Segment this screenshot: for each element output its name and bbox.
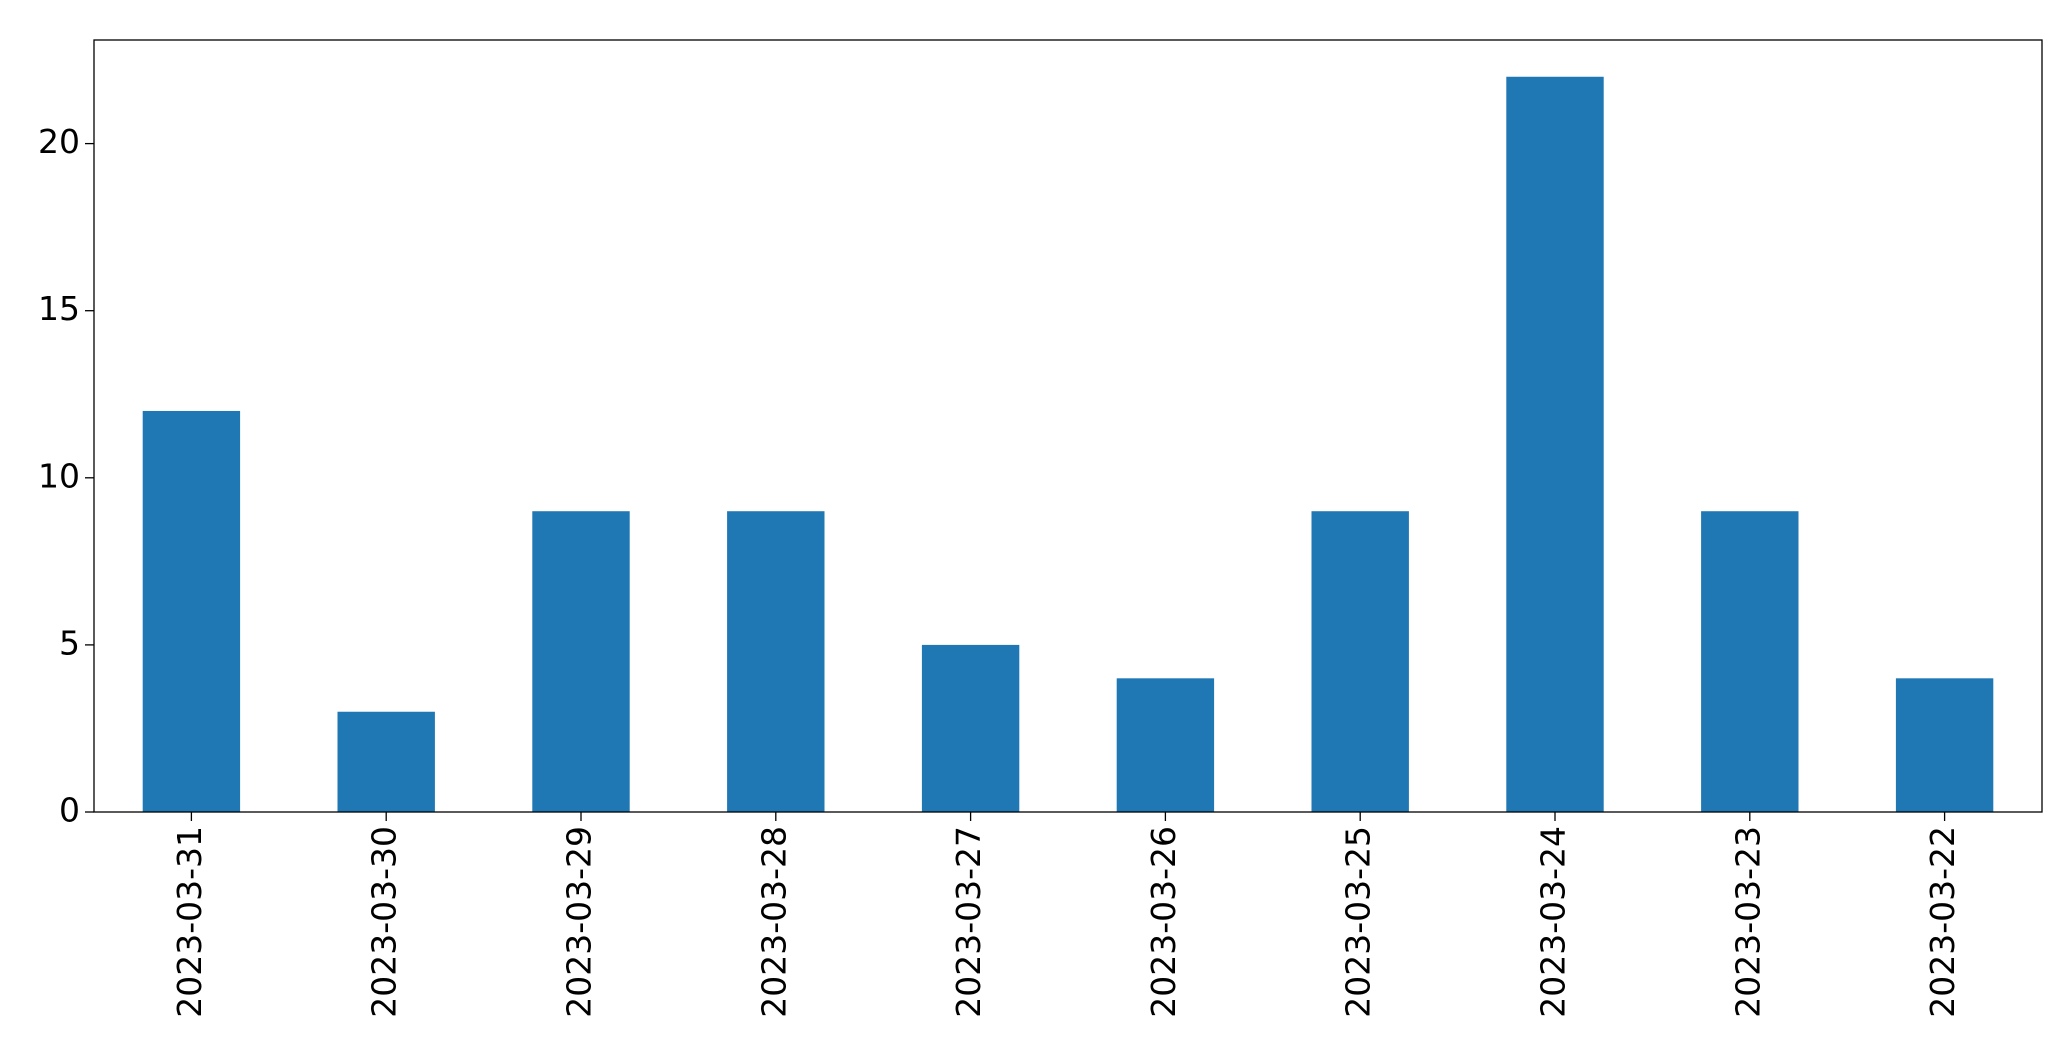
y-tick-label: 0 (59, 791, 80, 830)
bar (1116, 678, 1215, 812)
bar (142, 410, 241, 812)
bar (1895, 678, 1994, 812)
bar (532, 511, 630, 812)
bar (727, 511, 825, 812)
plot-frame (93, 39, 2043, 813)
x-tick-label: 2023-03-30 (365, 826, 404, 1018)
x-tick-label: 2023-03-31 (170, 826, 209, 1018)
y-tick-label: 5 (59, 623, 80, 662)
bar (1506, 76, 1604, 812)
bar (1311, 511, 1409, 812)
y-tick-label: 20 (38, 122, 80, 161)
y-tick-label: 10 (38, 456, 80, 495)
bar (1701, 511, 1799, 812)
x-tick-label: 2023-03-26 (1144, 826, 1183, 1018)
x-tick-label: 2023-03-23 (1728, 826, 1767, 1018)
x-tick-label: 2023-03-24 (1534, 826, 1573, 1018)
x-tick-label: 2023-03-29 (560, 826, 599, 1018)
x-tick-label: 2023-03-25 (1339, 826, 1378, 1018)
x-tick-label: 2023-03-27 (949, 826, 988, 1018)
bar (337, 711, 435, 812)
bar (921, 644, 1020, 812)
x-tick-label: 2023-03-22 (1923, 826, 1962, 1018)
x-tick-label: 2023-03-28 (754, 826, 793, 1018)
y-tick-label: 15 (38, 289, 80, 328)
